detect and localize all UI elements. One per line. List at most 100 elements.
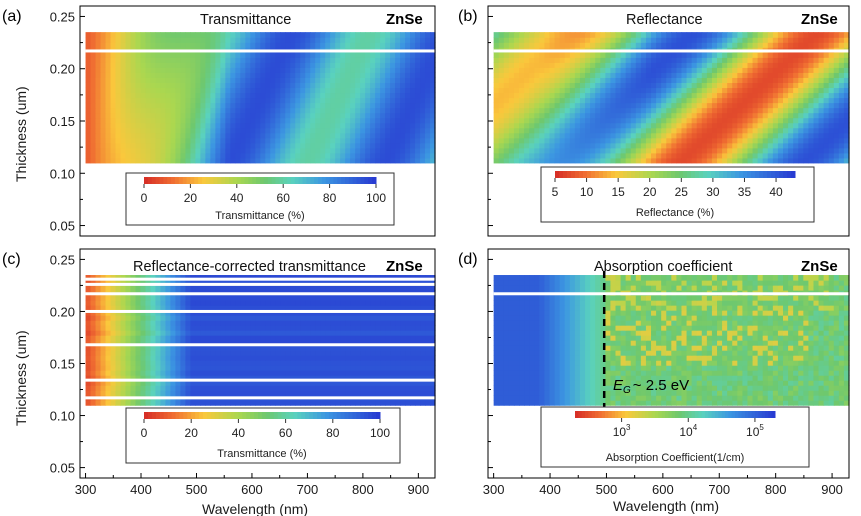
heatmap-cell: [701, 37, 708, 43]
heatmap-cell: [265, 390, 271, 396]
heatmap-cell: [524, 32, 530, 38]
heatmap-cell: [430, 340, 436, 346]
heatmap-cell: [135, 117, 142, 124]
heatmap-cell: [747, 57, 754, 63]
heatmap-cell: [615, 87, 622, 94]
heatmap-cell: [410, 132, 416, 139]
heatmap-cell: [425, 112, 431, 119]
heatmap-cell: [544, 117, 551, 124]
heatmap-cell: [370, 32, 376, 38]
heatmap-cell: [569, 52, 576, 58]
heatmap-cell: [270, 57, 276, 63]
heatmap-cell: [390, 112, 396, 119]
heatmap-cell: [275, 117, 281, 124]
heatmap-cell: [335, 365, 341, 371]
heatmap-cell: [110, 400, 117, 406]
heatmap-cell: [295, 37, 301, 43]
heatmap-cell: [425, 355, 431, 361]
heatmap-cell: [508, 122, 515, 129]
heatmap-cell: [656, 97, 662, 104]
heatmap-cell: [752, 97, 759, 104]
heatmap-cell: [335, 82, 341, 89]
heatmap-cell: [170, 340, 177, 346]
heatmap-cell: [671, 117, 677, 124]
heatmap-cell: [175, 370, 181, 376]
heatmap-cell: [255, 137, 261, 144]
heatmap-cell: [843, 67, 850, 73]
heatmap-cell: [737, 142, 743, 149]
heatmap-cell: [767, 97, 774, 104]
heatmap-cell: [498, 147, 505, 154]
heatmap-cell: [503, 112, 510, 119]
heatmap-cell: [340, 62, 346, 68]
heatmap-cell: [135, 380, 142, 386]
heatmap-cell: [160, 335, 167, 341]
heatmap-cell: [762, 62, 769, 68]
heatmap-cell: [235, 132, 241, 139]
heatmap-cell: [225, 157, 231, 164]
heatmap-cell: [145, 112, 152, 119]
heatmap-cell: [757, 127, 764, 134]
heatmap-cell: [385, 77, 391, 83]
heatmap-cell: [250, 37, 256, 43]
heatmap-cell: [430, 67, 436, 73]
heatmap-cell: [225, 97, 231, 104]
heatmap-cell: [315, 152, 321, 159]
heatmap-cell: [295, 77, 301, 83]
heatmap-cell: [405, 335, 411, 341]
heatmap-cell: [410, 87, 416, 94]
heatmap-cell: [686, 42, 693, 48]
heatmap-cell: [120, 355, 127, 361]
heatmap-cell: [245, 400, 251, 406]
heatmap-cell: [529, 117, 535, 124]
heatmap-cell: [145, 127, 152, 134]
heatmap-cell: [145, 345, 152, 351]
heatmap-cell: [808, 92, 815, 99]
heatmap-cell: [727, 127, 733, 134]
heatmap-cell: [310, 355, 316, 361]
heatmap-cell: [140, 97, 147, 104]
heatmap-cell: [493, 122, 500, 129]
heatmap-cell: [425, 57, 431, 63]
heatmap-cell: [772, 157, 779, 164]
heatmap-cell: [345, 97, 351, 104]
heatmap-cell: [843, 152, 850, 159]
heatmap-cell: [498, 102, 505, 109]
heatmap-cell: [255, 97, 261, 104]
heatmap-cell: [275, 335, 281, 341]
heatmap-cell: [742, 132, 749, 139]
heatmap-cell: [175, 345, 181, 351]
heatmap-cell: [430, 330, 436, 336]
heatmap-cell: [125, 72, 132, 78]
heatmap-cell: [380, 147, 386, 154]
heatmap-cell: [508, 132, 515, 139]
heatmap-cell: [503, 107, 510, 114]
heatmap-cell: [210, 350, 216, 356]
heatmap-cell: [130, 42, 137, 48]
heatmap-cell: [275, 365, 281, 371]
heatmap-cell: [130, 92, 137, 99]
heatmap-cell: [145, 52, 152, 58]
heatmap-cell: [645, 157, 652, 164]
heatmap-cell: [190, 57, 196, 63]
heatmap-cell: [767, 82, 774, 89]
heatmap-cell: [310, 122, 316, 129]
heatmap-cell: [135, 345, 142, 351]
heatmap-cell: [400, 82, 406, 89]
heatmap-cell: [798, 157, 804, 164]
heatmap-cell: [610, 57, 617, 63]
heatmap-cell: [245, 52, 251, 58]
heatmap-cell: [255, 57, 261, 63]
heatmap-cell: [519, 57, 525, 63]
heatmap-cell: [742, 127, 749, 134]
heatmap-cell: [200, 57, 206, 63]
colorbar-swatch: [671, 171, 676, 178]
heatmap-cell: [752, 92, 759, 99]
heatmap-cell: [190, 112, 196, 119]
heatmap-cell: [493, 57, 500, 63]
heatmap-cell: [742, 32, 749, 38]
colorbar-swatch: [759, 171, 764, 178]
heatmap-cell: [564, 92, 571, 99]
heatmap-cell: [585, 52, 591, 58]
heatmap-cell: [315, 390, 321, 396]
